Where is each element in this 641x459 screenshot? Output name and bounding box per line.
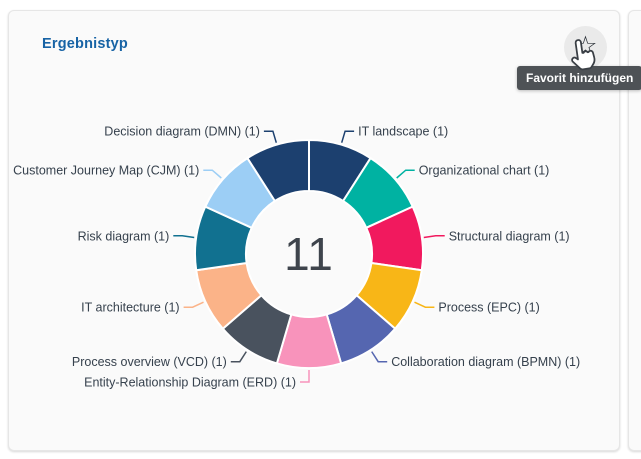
slice-leader-line [300,370,310,383]
slice-label-structural-diagram: Structural diagram (1) [449,229,570,243]
slice-label-it-landscape: IT landscape (1) [358,125,448,139]
slice-leader-line [173,235,195,239]
donut-center-total: 11 [284,228,334,280]
slice-label-risk-diagram: Risk diagram (1) [78,229,170,243]
slice-label-organizational-chart: Organizational chart (1) [419,164,550,178]
slice-leader-line [423,235,445,239]
slice-leader-line [230,351,247,363]
slice-label-customer-journey-map-cjm: Customer Journey Map (CJM) (1) [13,164,199,178]
mouse-cursor-hand-icon [571,39,596,71]
slice-label-collaboration-diagram-bpmn: Collaboration diagram (BPMN) (1) [391,355,580,369]
adjacent-card [628,10,641,451]
slice-label-entity-relationship-diagram-erd: Entity-Relationship Diagram (ERD) (1) [84,376,296,390]
slice-leader-line [340,130,355,143]
slice-label-process-epc: Process (EPC) (1) [438,301,539,315]
slice-leader-line [183,301,204,308]
slice-label-process-overview-vcd: Process overview (VCD) (1) [72,355,227,369]
slice-label-it-architecture: IT architecture (1) [81,301,179,315]
slice-leader-line [414,301,435,308]
slice-leader-line [371,351,388,363]
slice-leader-line [396,169,415,179]
slice-label-decision-diagram-dmn: Decision diagram (DMN) (1) [104,125,260,139]
slice-leader-line [203,169,222,179]
donut-slice-decision-diagram-dmn[interactable] [246,139,310,202]
card-title: Ergebnistyp [42,36,128,52]
slice-leader-line [263,130,278,143]
favorite-tooltip: Favorit hinzufügen [517,66,641,90]
